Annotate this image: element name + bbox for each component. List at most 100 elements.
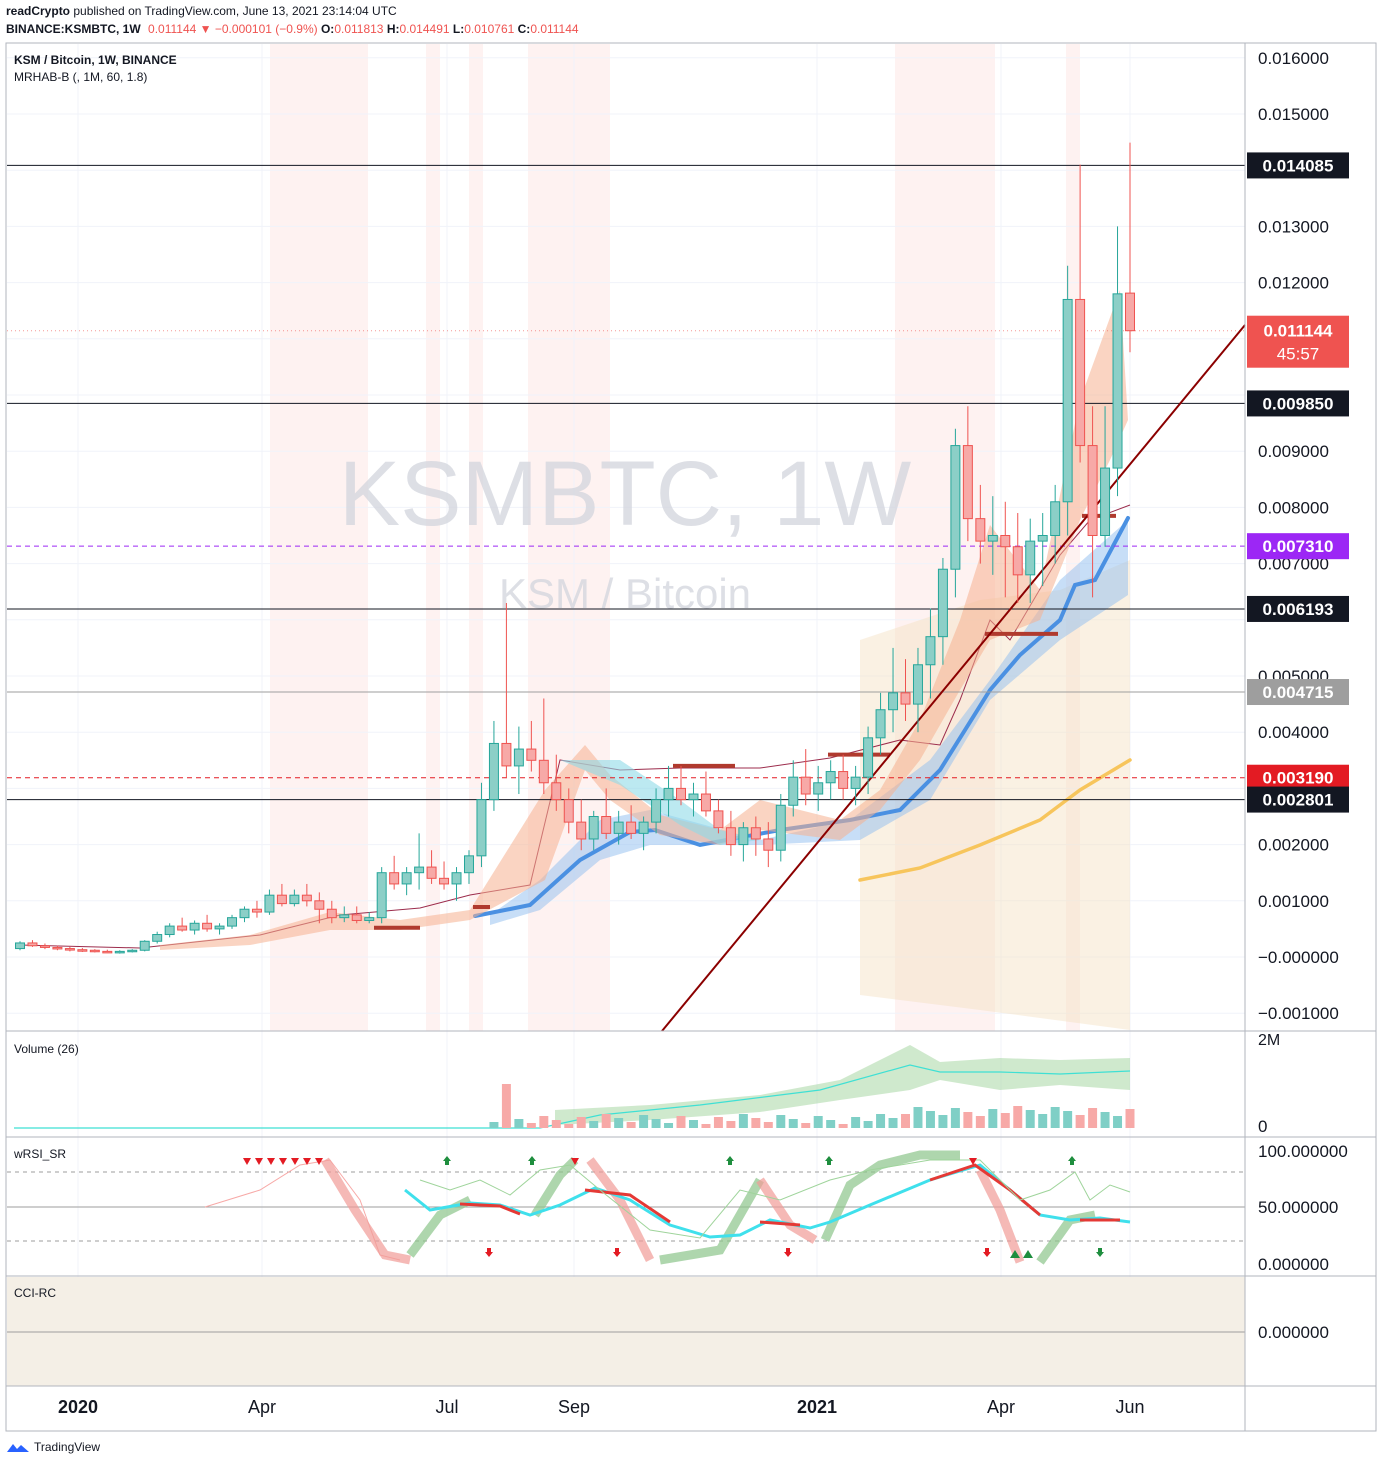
volume-bar-89 (1125, 1109, 1135, 1128)
rsi-down-ribbon-b (586, 1157, 655, 1263)
candle-body-11 (152, 934, 163, 942)
wrsi-pane (7, 1150, 1245, 1265)
price-levels[interactable] (7, 164, 1245, 801)
price-tick-1: 0.015000 (1258, 105, 1329, 124)
volume-bar-64 (813, 1116, 823, 1128)
candle-body-45 (576, 821, 587, 840)
rsi-marker-5 (969, 1158, 977, 1165)
candle-body-10 (139, 940, 150, 951)
volume-bar-72 (913, 1107, 923, 1128)
volume-tick-0: 2M (1258, 1032, 1280, 1049)
buy-marker-0 (1010, 1250, 1020, 1258)
tradingview-logo-icon (7, 1444, 29, 1452)
candles[interactable] (15, 142, 1135, 954)
volume-bar-79 (1000, 1113, 1010, 1128)
price-tick-11: −0.000000 (1258, 948, 1339, 967)
candle-body-1 (27, 942, 38, 947)
volume-bar-42 (539, 1116, 549, 1128)
candle-body-30 (389, 872, 400, 885)
publish-line: readCrypto published on TradingView.com,… (6, 4, 397, 18)
volume-tick-1: 0 (1258, 1117, 1267, 1136)
author-name[interactable]: readCrypto (6, 4, 71, 18)
candle-body-15 (202, 922, 213, 930)
rsi-marker-4 (825, 1156, 833, 1165)
volume-bar-65 (826, 1120, 836, 1128)
candle-body-70 (888, 692, 899, 711)
price-tick-3: 0.012000 (1258, 274, 1329, 293)
candle-body-29 (376, 872, 387, 919)
candle-body-21 (276, 894, 287, 905)
time-tick-2: Jul (435, 1397, 458, 1417)
rsi-marker-6 (1068, 1156, 1076, 1165)
candle-body-39 (501, 742, 512, 767)
candle-body-59 (750, 827, 761, 840)
footer[interactable]: TradingView (6, 1440, 100, 1454)
publish-info: published on TradingView.com, June 13, 2… (73, 4, 397, 18)
legend-cci[interactable]: CCI-RC (14, 1286, 56, 1300)
volume-bar-75 (950, 1108, 960, 1128)
candle-body-47 (601, 816, 612, 834)
time-tick-1: Apr (248, 1397, 276, 1417)
candle-body-33 (426, 866, 437, 879)
candle-body-66 (838, 771, 849, 789)
candle-body-14 (189, 922, 200, 931)
volume-bar-84 (1063, 1111, 1073, 1128)
trendline-segment (661, 324, 1246, 1032)
rsi-marker-1 (528, 1156, 536, 1165)
candle-body-3 (52, 946, 63, 950)
volume-bar-57 (726, 1121, 736, 1128)
volume-bar-43 (551, 1120, 561, 1128)
candle-body-52 (663, 787, 674, 801)
volume-bar-68 (863, 1121, 873, 1128)
candle-body-50 (638, 821, 649, 834)
candle-body-72 (912, 664, 923, 705)
long-ma-curve (858, 758, 1132, 882)
candle-body-32 (414, 866, 425, 874)
high-label: H: (386, 22, 400, 36)
rsi-raw-line-b (419, 1159, 1131, 1239)
volume-bar-55 (701, 1124, 711, 1128)
volume-bar-87 (1100, 1112, 1110, 1128)
candle-body-75 (950, 445, 961, 570)
candle-body-53 (676, 787, 687, 801)
legend-wrsi[interactable]: wRSI_SR (14, 1147, 67, 1161)
legend-volume[interactable]: Volume (26) (14, 1042, 79, 1056)
trendline[interactable] (661, 324, 1246, 1032)
volume-bar-78 (988, 1109, 998, 1128)
volume-bar-50 (639, 1115, 649, 1128)
rsi-down-arrow-1 (613, 1248, 621, 1257)
price-tick-5: 0.008000 (1258, 498, 1329, 517)
candle-body-83 (1050, 501, 1061, 536)
countdown-label: 45:57 (1277, 345, 1320, 364)
level-label-2: 0.007310 (1263, 537, 1334, 556)
volume-bar-38 (489, 1122, 499, 1128)
ohlc-line: BINANCE:KSMBTC, 1W 0.011144 ▼ −0.000101 … (6, 22, 579, 36)
low-label: L: (452, 22, 465, 36)
alert-zone-0 (270, 44, 368, 1031)
candle-body-35 (451, 872, 462, 885)
candle-body-31 (401, 872, 412, 885)
rsi-tick-1: 50.000000 (1258, 1198, 1338, 1217)
candle-body-34 (439, 877, 450, 885)
volume-bar-88 (1113, 1116, 1123, 1128)
candle-body-23 (301, 894, 312, 902)
volume-bar-67 (851, 1117, 861, 1128)
candle-body-24 (314, 900, 325, 910)
candle-body-6 (89, 949, 100, 953)
price-axis[interactable]: 0.016000 0.015000 0.013000 0.012000 0.009000… (1247, 49, 1349, 1342)
candle-body-81 (1025, 540, 1036, 576)
volume-bar-49 (626, 1122, 636, 1128)
volume-bar-86 (1088, 1108, 1098, 1128)
volume-bar-69 (876, 1114, 886, 1128)
sell-marker-6 (315, 1158, 323, 1165)
low-value: 0.010761 (464, 22, 515, 36)
time-axis[interactable]: 2020 Apr Jul Sep 2021 Apr Jun (58, 1397, 1145, 1417)
legend-indicator[interactable]: MRHAB-B (, 1M, 60, 1.8) (14, 70, 148, 84)
candle-body-16 (214, 925, 225, 930)
price-tick-0: 0.016000 (1258, 49, 1329, 68)
candle-body-4 (64, 948, 75, 951)
volume-bar-82 (1038, 1114, 1048, 1128)
level-label-3: 0.006193 (1263, 600, 1334, 619)
candle-body-60 (763, 838, 774, 851)
